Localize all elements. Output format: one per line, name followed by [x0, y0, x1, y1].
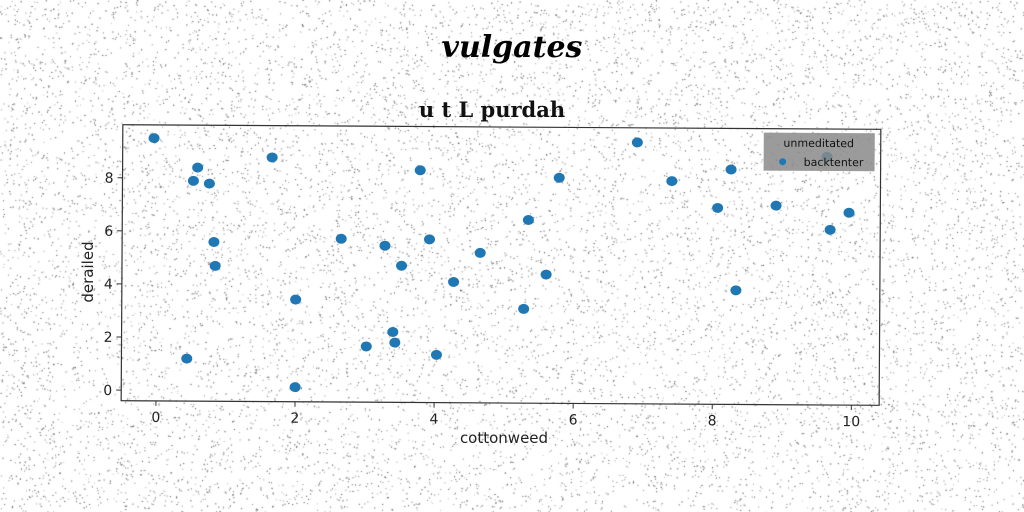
x-tick-label: 10 — [842, 414, 860, 430]
legend-title: unmeditated — [783, 137, 854, 150]
scatter-point — [522, 215, 534, 226]
scatter-point — [203, 178, 215, 189]
scatter-point — [430, 349, 442, 360]
y-axis-label: derailed — [79, 241, 97, 302]
legend-box — [763, 132, 875, 172]
x-axis: 0 2 4 6 8 10 — [151, 400, 860, 430]
figure-title: vulgates — [441, 30, 583, 65]
scatter-point — [387, 327, 399, 338]
scatter-point — [209, 260, 221, 271]
data-points — [148, 133, 855, 393]
scatter-point — [553, 172, 565, 183]
scatter-point — [540, 269, 552, 280]
plot-title: u t L purdah — [419, 97, 565, 122]
scatter-point — [631, 137, 643, 148]
x-tick-label: 4 — [429, 412, 438, 428]
scatter-point — [448, 276, 460, 287]
scatter-point — [666, 176, 678, 187]
legend-series-label: backtenter — [804, 156, 864, 169]
scatter-point — [518, 303, 530, 314]
scatter-point — [770, 200, 782, 211]
scatter-point — [289, 382, 301, 393]
scatter-point — [208, 237, 220, 248]
scatter-point — [424, 234, 436, 245]
scatter-point — [192, 162, 204, 173]
y-tick-label: 8 — [105, 171, 114, 187]
scatter-point — [148, 133, 160, 144]
scatter-point — [360, 341, 372, 352]
scatter-point — [266, 152, 278, 163]
scatter-point — [187, 175, 199, 186]
legend-marker — [779, 158, 787, 166]
x-tick-label: 6 — [569, 412, 578, 428]
scatter-point — [396, 260, 408, 271]
scatter-point — [414, 165, 426, 176]
y-tick-label: 0 — [103, 383, 112, 399]
scatter-point — [379, 240, 391, 251]
y-tick-label: 2 — [104, 330, 113, 346]
scatter-point — [712, 202, 724, 213]
axes-frame — [120, 124, 882, 406]
plot-area: 0 2 4 6 8 10 0 2 4 6 8 unmeditated backtenter — [103, 124, 882, 430]
scatter-point — [725, 164, 737, 175]
x-tick-label: 8 — [708, 413, 717, 429]
scatter-point — [824, 224, 836, 235]
scatter-point — [181, 353, 193, 364]
scatter-point — [290, 294, 302, 305]
scatter-point — [730, 285, 742, 296]
x-tick-label: 2 — [290, 411, 299, 427]
y-tick-label: 6 — [104, 224, 113, 240]
scatter-point — [474, 247, 486, 258]
scatter-point — [335, 233, 347, 244]
scatter-point — [843, 207, 855, 218]
legend: unmeditated backtenter — [763, 132, 875, 172]
x-tick-label: 0 — [151, 410, 160, 426]
x-axis-label: cottonweed — [460, 429, 548, 447]
scatter-point — [389, 337, 401, 348]
y-tick-label: 4 — [104, 277, 113, 293]
y-axis: 0 2 4 6 8 — [103, 171, 123, 399]
